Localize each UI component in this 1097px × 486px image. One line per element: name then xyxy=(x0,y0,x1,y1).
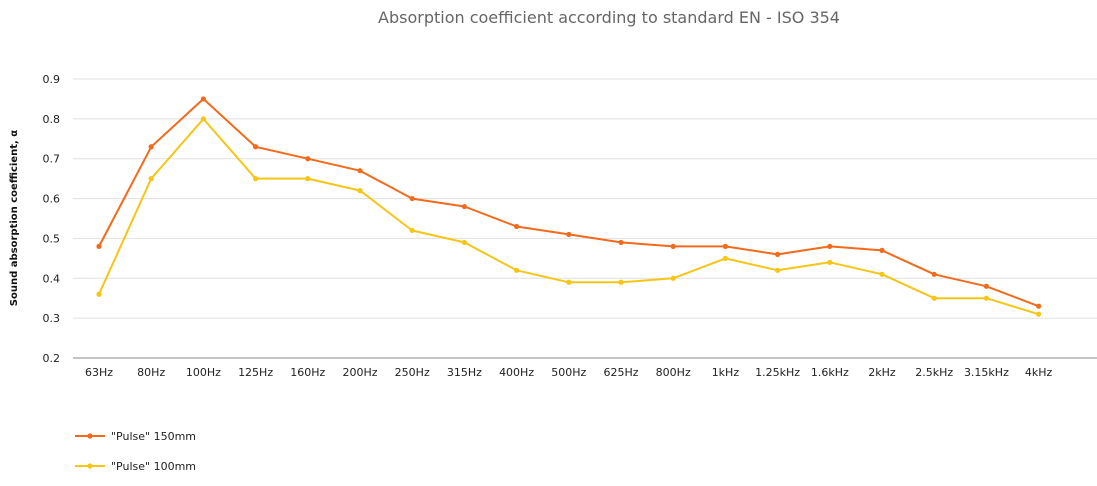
data-point xyxy=(775,267,781,273)
series-0 xyxy=(96,96,1042,309)
x-tick-label: 625Hz xyxy=(603,366,638,379)
y-tick-label: 0.3 xyxy=(43,312,61,325)
y-tick-label: 0.4 xyxy=(43,272,61,285)
data-point xyxy=(618,239,624,246)
data-point xyxy=(983,295,990,301)
data-point xyxy=(566,279,572,285)
legend-item[interactable]: "Pulse" 100mm xyxy=(75,460,196,473)
x-tick-label: 315Hz xyxy=(447,366,482,379)
data-point xyxy=(931,295,937,301)
data-point xyxy=(775,251,781,257)
x-tick-label: 500Hz xyxy=(551,366,586,379)
x-tick-label: 1.25kHz xyxy=(755,366,800,379)
data-point xyxy=(357,188,363,194)
data-point xyxy=(461,203,467,210)
data-point xyxy=(670,275,676,281)
data-point xyxy=(514,223,520,230)
data-point xyxy=(148,144,154,150)
data-point xyxy=(618,279,624,285)
x-tick-label: 100Hz xyxy=(186,366,221,379)
y-tick-label: 0.5 xyxy=(43,232,61,245)
x-tick-label: 2kHz xyxy=(868,366,896,379)
data-point xyxy=(879,247,885,253)
x-tick-label: 160Hz xyxy=(290,366,325,379)
data-point xyxy=(409,195,415,202)
y-tick-label: 0.8 xyxy=(43,113,61,126)
x-tick-label: 80Hz xyxy=(137,366,165,379)
x-tick-label: 63Hz xyxy=(85,366,113,379)
series-line xyxy=(98,117,1039,316)
data-point xyxy=(1036,311,1042,317)
x-tick-label: 400Hz xyxy=(499,366,534,379)
y-tick-label: 0.7 xyxy=(43,153,61,166)
data-point xyxy=(200,116,206,122)
chart-title: Absorption coefficient according to stan… xyxy=(378,8,840,27)
x-tick-label: 3.15kHz xyxy=(964,366,1009,379)
y-tick-label: 0.6 xyxy=(43,193,61,206)
y-axis-label: Sound absorption coefficient, α xyxy=(9,130,20,306)
data-point xyxy=(305,156,311,162)
series-1 xyxy=(96,116,1042,317)
data-point xyxy=(566,231,572,238)
series-lines xyxy=(96,96,1042,317)
legend-label: "Pulse" 150mm xyxy=(111,430,196,443)
data-point xyxy=(461,239,467,246)
legend-swatch-marker xyxy=(87,463,93,469)
x-tick-label: 800Hz xyxy=(656,366,691,379)
data-point xyxy=(357,168,363,174)
data-point xyxy=(670,243,676,249)
data-point xyxy=(879,271,885,277)
data-point xyxy=(96,291,102,297)
data-point xyxy=(253,144,259,150)
x-tick-label: 250Hz xyxy=(395,366,430,379)
data-point xyxy=(200,96,206,102)
x-tick-label: 200Hz xyxy=(342,366,377,379)
x-tick-label: 2.5kHz xyxy=(915,366,953,379)
data-point xyxy=(827,259,833,265)
data-point xyxy=(722,243,729,249)
data-point xyxy=(96,243,102,249)
series-line xyxy=(98,97,1039,308)
x-tick-label: 125Hz xyxy=(238,366,273,379)
data-point xyxy=(253,176,259,182)
x-axis-ticks: 63Hz 80Hz 100Hz 125Hz 160Hz 200Hz 250Hz 315Hz 40… xyxy=(85,366,1053,379)
data-point xyxy=(827,243,833,249)
y-tick-label: 0.2 xyxy=(43,352,61,365)
data-point xyxy=(983,283,990,289)
data-point xyxy=(514,267,520,273)
data-point xyxy=(148,176,154,182)
gridlines xyxy=(73,78,1097,319)
data-point xyxy=(1036,303,1042,309)
data-point xyxy=(931,271,937,277)
legend-swatch-marker xyxy=(87,433,93,439)
x-tick-label: 4kHz xyxy=(1025,366,1053,379)
y-tick-label: 0.9 xyxy=(43,73,61,86)
legend-label: "Pulse" 100mm xyxy=(111,460,196,473)
data-point xyxy=(409,227,415,234)
legend[interactable]: "Pulse" 150mm "Pulse" 100mm xyxy=(75,430,196,473)
x-tick-label: 1.6kHz xyxy=(811,366,849,379)
x-tick-label: 1kHz xyxy=(712,366,740,379)
data-point xyxy=(305,176,311,182)
data-point xyxy=(722,255,729,261)
y-axis-ticks: 0.2 0.3 0.4 0.5 0.6 0.7 0.8 0.9 xyxy=(43,73,61,365)
legend-item[interactable]: "Pulse" 150mm xyxy=(75,430,196,443)
